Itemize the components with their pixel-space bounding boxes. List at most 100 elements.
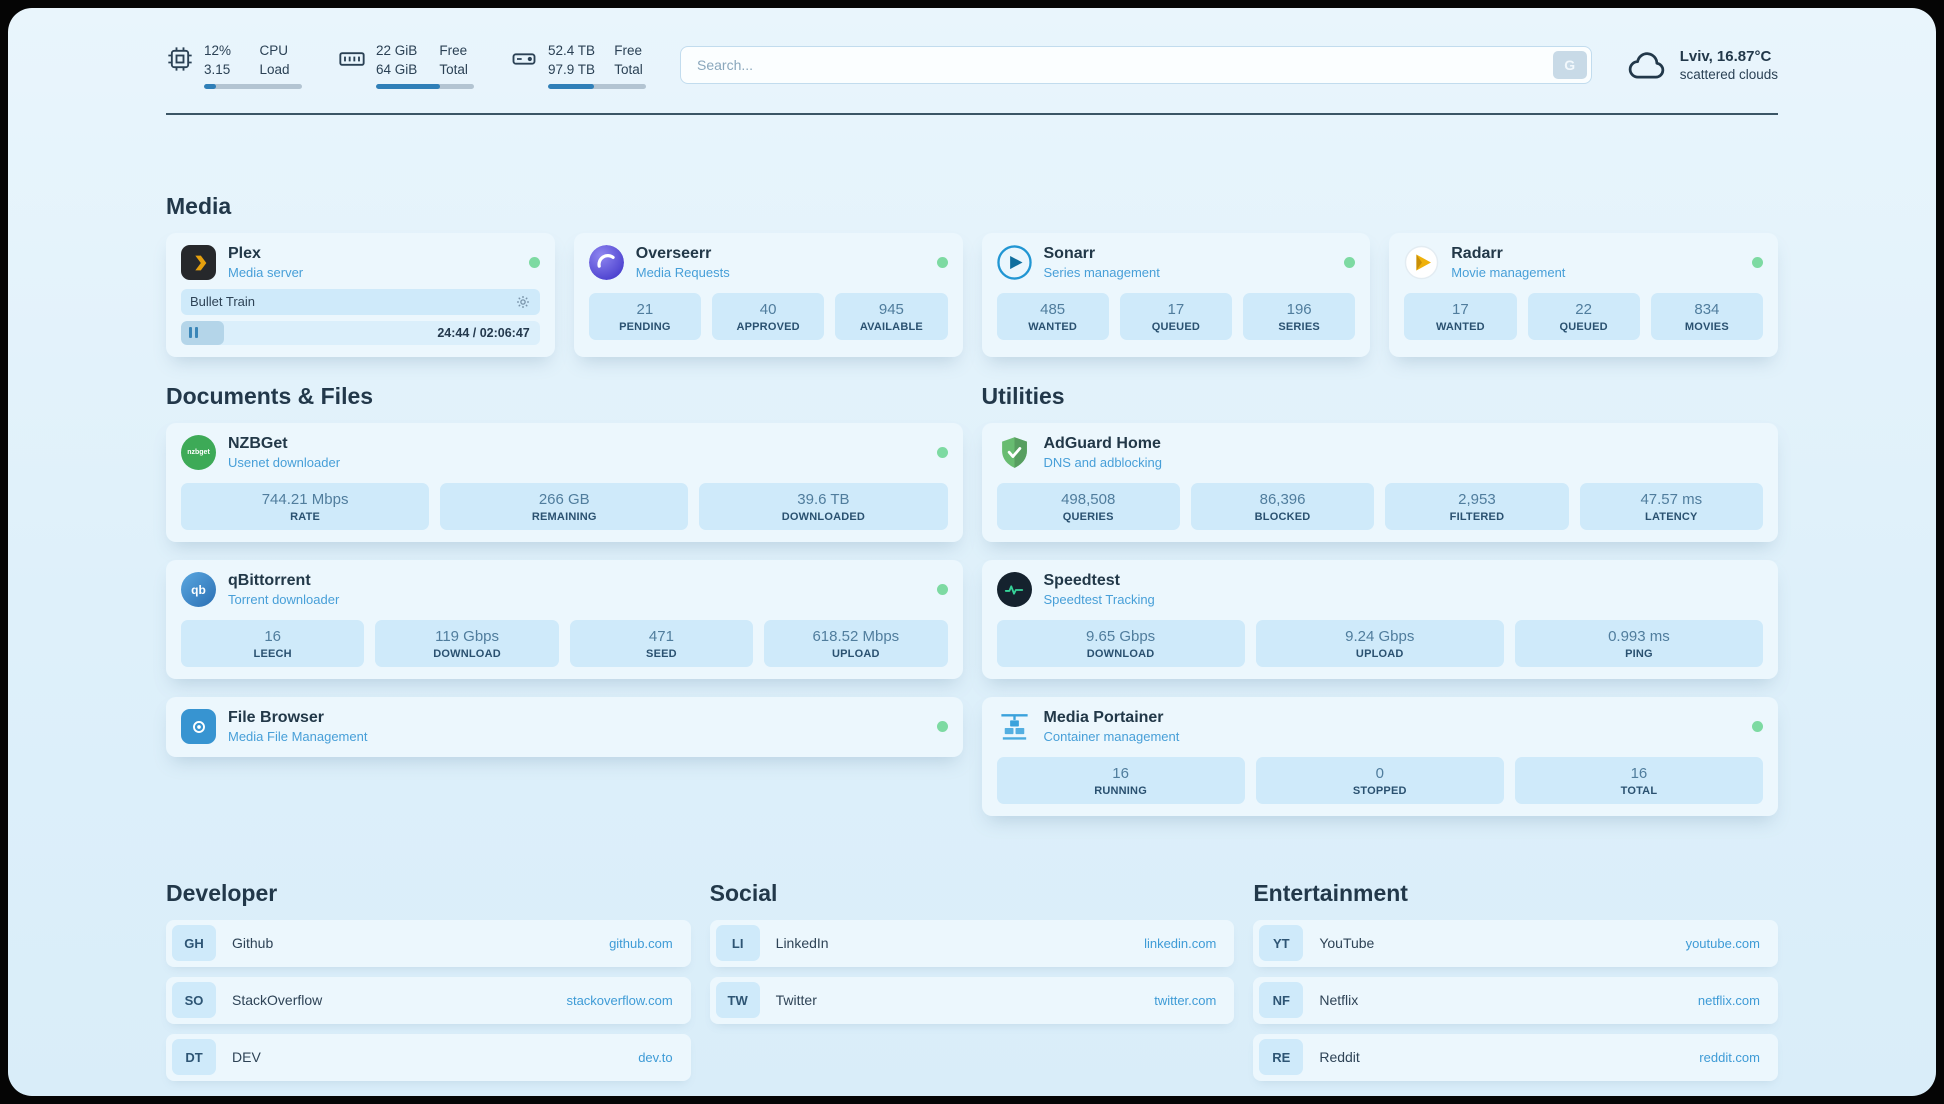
- stat-approved: 40 APPROVED: [712, 292, 825, 340]
- ram-progress-track: [376, 83, 474, 89]
- stat-value: 0: [1375, 764, 1384, 782]
- search-bar: G: [680, 46, 1592, 85]
- bookmark-linkedin[interactable]: LI LinkedIn linkedin.com: [709, 919, 1235, 967]
- bookmark-netflix[interactable]: NF Netflix netflix.com: [1253, 976, 1778, 1024]
- cpu-widget: 12% CPU 3.15 Load: [166, 42, 302, 89]
- stat-upload: 618.52 Mbps UPLOAD: [764, 619, 948, 667]
- stat-queries: 498,508 QUERIES: [996, 482, 1180, 530]
- bookmark-stackoverflow[interactable]: SO StackOverflow stackoverflow.com: [166, 976, 691, 1024]
- stat-running: 16 RUNNING: [996, 756, 1245, 804]
- stat-label: FILTERED: [1449, 510, 1505, 523]
- sonarr-meta: Sonarr Series management: [1044, 245, 1160, 280]
- adguard-header: AdGuard Home DNS and adblocking: [997, 435, 1764, 471]
- stat-latency: 47.57 ms LATENCY: [1579, 482, 1763, 530]
- stat-value: 196: [1286, 300, 1312, 318]
- section-title-developer: Developer: [166, 879, 278, 906]
- documents-utilities-grid: nzbget NZBGet Usenet downloader 744.21 M…: [166, 422, 1778, 816]
- portainer-subtitle: Container management: [1043, 729, 1180, 745]
- disk-free-value: 52.4 TB: [548, 43, 596, 58]
- stat-label: LATENCY: [1645, 510, 1698, 523]
- adguard-card[interactable]: AdGuard Home DNS and adblocking 498,508 …: [981, 422, 1778, 542]
- portainer-card[interactable]: Media Portainer Container management 16 …: [981, 696, 1778, 816]
- developer-column: Developer GH Github github.com SO StackO…: [166, 880, 691, 1091]
- plex-now-playing-row: Bullet Train: [181, 288, 540, 315]
- stat-label: PENDING: [619, 320, 671, 333]
- filebrowser-card[interactable]: File Browser Media File Management: [166, 696, 963, 757]
- header-divider: [166, 112, 1778, 115]
- reddit-badge: RE: [1259, 1039, 1304, 1076]
- bookmark-reddit[interactable]: RE Reddit reddit.com: [1253, 1033, 1778, 1081]
- speedtest-card[interactable]: Speedtest Speedtest Tracking 9.65 Gbps D…: [981, 559, 1778, 679]
- nzbget-name: NZBGet: [228, 435, 288, 453]
- plex-playback-time: 24:44 / 02:06:47: [437, 325, 530, 340]
- cpu-load-value: 3.15: [204, 61, 231, 77]
- netflix-badge: NF: [1259, 982, 1304, 1019]
- sonarr-header: Sonarr Series management: [996, 245, 1356, 281]
- stat-value: 744.21 Mbps: [261, 490, 349, 508]
- cpu-widget-body: 12% CPU 3.15 Load: [204, 42, 302, 89]
- stat-pending: 21 PENDING: [588, 292, 701, 340]
- cpu-progress-fill: [204, 83, 216, 89]
- stat-movies: 834 MOVIES: [1650, 292, 1763, 340]
- stat-value: 2,953: [1458, 490, 1496, 508]
- search-input[interactable]: [680, 46, 1592, 85]
- plex-header: Plex Media server: [181, 245, 540, 281]
- bookmark-name: Reddit: [1319, 1049, 1360, 1066]
- gear-icon[interactable]: [515, 294, 531, 310]
- stat-label: QUEUED: [1559, 320, 1608, 333]
- qbittorrent-card[interactable]: qb qBittorrent Torrent downloader 16 LEE…: [166, 559, 963, 679]
- hard-drive-icon: [510, 45, 538, 73]
- stat-total: 16 TOTAL: [1514, 756, 1764, 804]
- plex-progress-track[interactable]: 24:44 / 02:06:47: [181, 320, 540, 345]
- stat-value: 17: [1452, 300, 1469, 318]
- bookmarks-section: Developer GH Github github.com SO StackO…: [166, 880, 1778, 1096]
- disk-free-label: Free: [614, 43, 643, 58]
- overseerr-icon: [588, 245, 624, 281]
- cpu-load-label: Load: [259, 61, 290, 77]
- overseerr-card[interactable]: Overseerr Media Requests 21 PENDING 40 A…: [573, 232, 963, 357]
- bookmark-twitter[interactable]: TW Twitter twitter.com: [709, 976, 1235, 1024]
- adguard-name: AdGuard Home: [1043, 435, 1161, 453]
- section-title-utilities: Utilities: [981, 382, 1065, 409]
- nzbget-card[interactable]: nzbget NZBGet Usenet downloader 744.21 M…: [166, 422, 963, 542]
- stat-label: WANTED: [1435, 320, 1485, 333]
- bookmark-youtube[interactable]: YT YouTube youtube.com: [1253, 919, 1778, 967]
- disk-widget: 52.4 TB Free 97.9 TB Total: [510, 42, 646, 89]
- social-column: Social LI LinkedIn linkedin.com TW Twitt…: [709, 880, 1235, 1091]
- bookmark-url: reddit.com: [1699, 1049, 1760, 1065]
- documents-column: nzbget NZBGet Usenet downloader 744.21 M…: [166, 422, 963, 757]
- section-title-documents: Documents & Files: [166, 382, 374, 409]
- disk-total-value: 97.9 TB: [548, 61, 596, 77]
- dev-badge: DT: [172, 1039, 216, 1076]
- filebrowser-subtitle: Media File Management: [228, 729, 368, 745]
- ram-widget-body: 22 GiB Free 64 GiB Total: [376, 42, 474, 89]
- plex-card[interactable]: Plex Media server Bullet Train: [166, 232, 555, 357]
- radarr-status-dot: [1752, 257, 1763, 269]
- stat-label: BLOCKED: [1254, 510, 1311, 523]
- radarr-subtitle: Movie management: [1451, 265, 1566, 281]
- ram-total-value: 64 GiB: [376, 61, 418, 77]
- bookmark-url: linkedin.com: [1144, 935, 1217, 951]
- stat-value: 618.52 Mbps: [812, 627, 900, 645]
- radarr-card[interactable]: Radarr Movie management 17 WANTED 22 QUE…: [1389, 232, 1778, 357]
- weather-text: Lviv, 16.87°C scattered clouds: [1680, 48, 1778, 82]
- adguard-shield-icon: [997, 435, 1032, 470]
- qbittorrent-stats: 16 LEECH 119 Gbps DOWNLOAD 471 SEED 61: [181, 619, 948, 667]
- bookmark-github[interactable]: GH Github github.com: [166, 919, 691, 967]
- plex-progress-fill: [181, 320, 225, 345]
- search-engine-button[interactable]: G: [1552, 51, 1587, 80]
- stat-available: 945 AVAILABLE: [835, 292, 948, 340]
- stat-value: 16: [1112, 764, 1129, 782]
- sonarr-card[interactable]: Sonarr Series management 485 WANTED 17 Q…: [981, 232, 1371, 357]
- stat-blocked: 86,396 BLOCKED: [1190, 482, 1375, 530]
- stat-label: DOWNLOAD: [433, 647, 501, 660]
- stat-label: STOPPED: [1352, 784, 1407, 797]
- github-badge: GH: [172, 925, 216, 962]
- qbittorrent-icon: qb: [181, 572, 216, 608]
- plex-status-dot: [528, 257, 540, 269]
- nzbget-subtitle: Usenet downloader: [228, 455, 341, 471]
- entertainment-column: Entertainment YT YouTube youtube.com NF …: [1253, 880, 1778, 1091]
- stat-value: 39.6 TB: [797, 490, 850, 508]
- bookmark-dev[interactable]: DT DEV dev.to: [166, 1033, 691, 1081]
- bookmark-url: youtube.com: [1685, 935, 1760, 951]
